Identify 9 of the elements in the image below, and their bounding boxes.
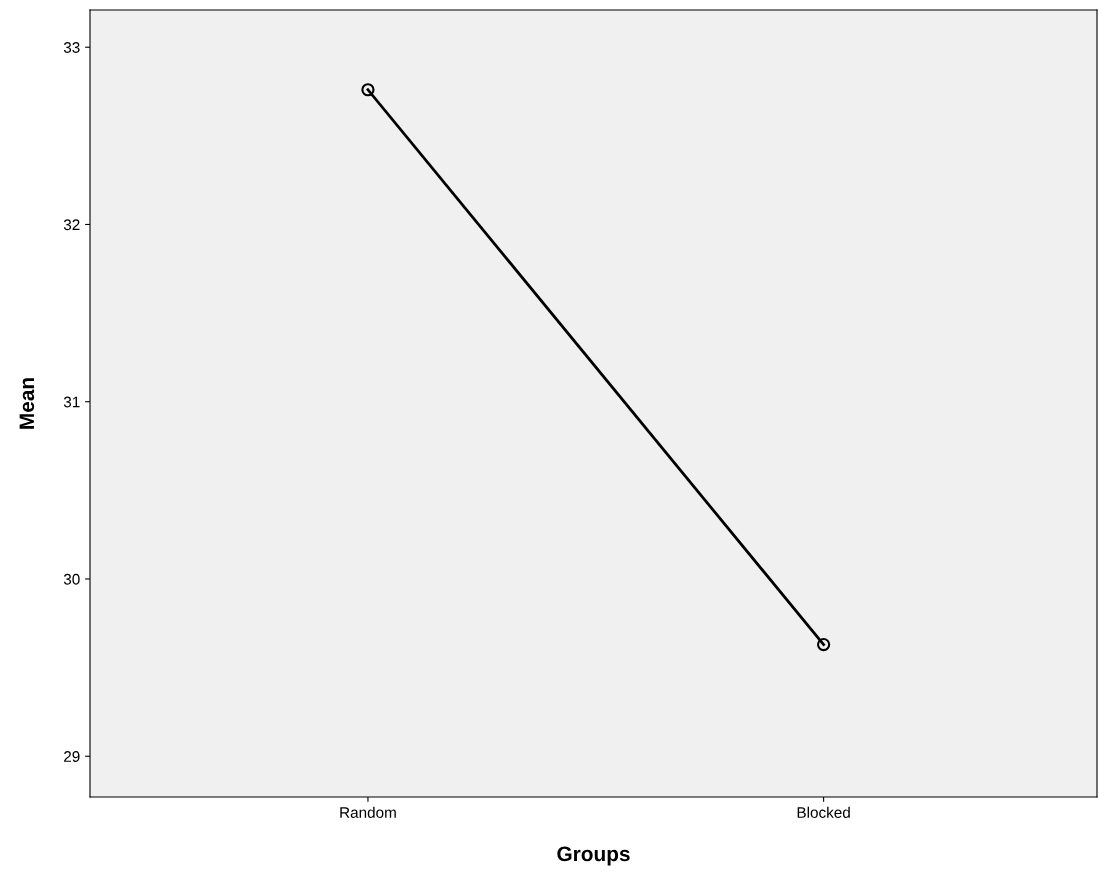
x-tick-label: Blocked — [797, 806, 850, 818]
x-axis-title: Groups — [557, 846, 630, 866]
x-tick-label: Random — [340, 806, 396, 818]
y-tick-label: 31 — [63, 396, 80, 408]
y-tick-label: 29 — [64, 751, 80, 762]
y-tick-label: 32 — [63, 219, 80, 231]
y-axis-title: Mean — [19, 378, 35, 429]
y-tick-label: 30 — [63, 573, 80, 585]
y-tick-label: 33 — [63, 42, 80, 53]
